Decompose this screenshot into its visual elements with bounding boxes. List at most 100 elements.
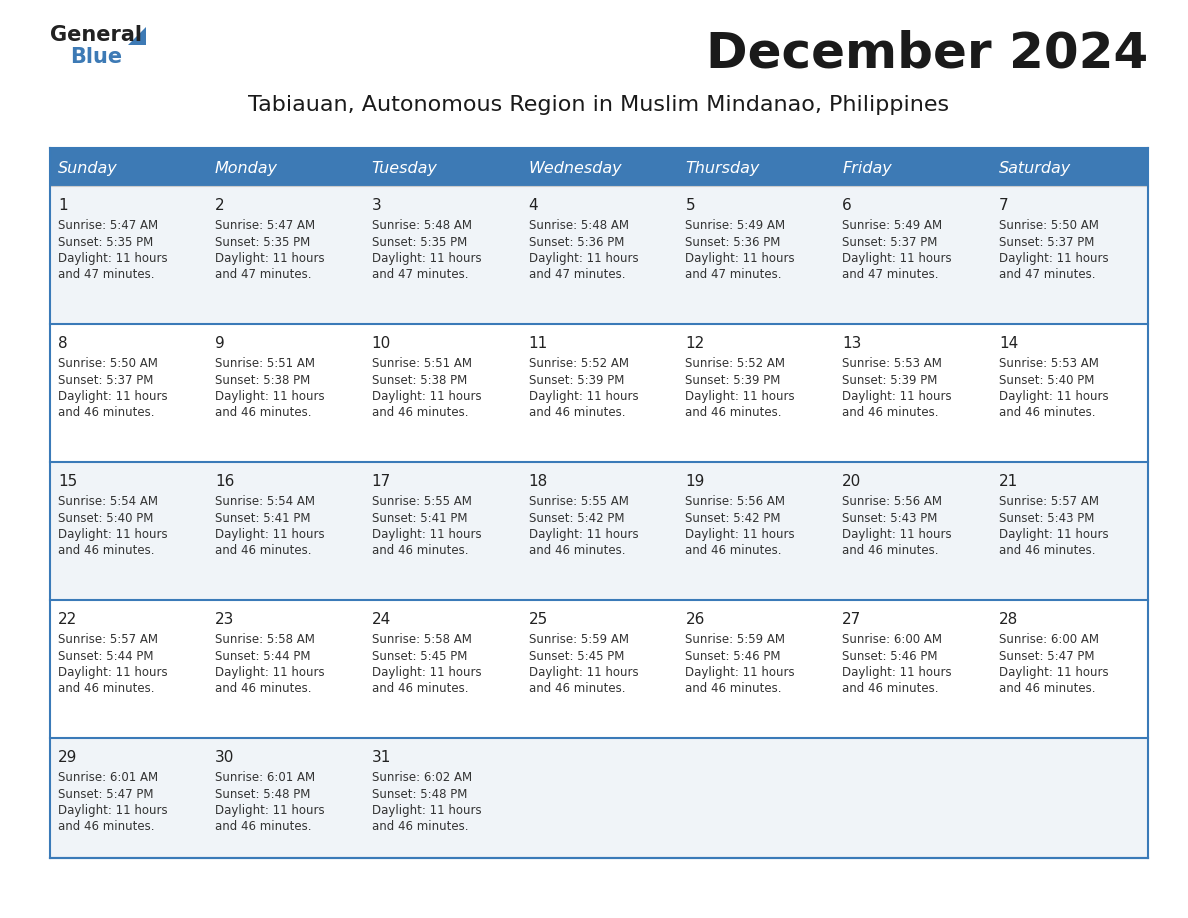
Text: 7: 7: [999, 198, 1009, 213]
Text: Daylight: 11 hours: Daylight: 11 hours: [685, 252, 795, 265]
Text: Sunset: 5:36 PM: Sunset: 5:36 PM: [529, 236, 624, 249]
Text: 14: 14: [999, 336, 1018, 351]
Text: Sunset: 5:43 PM: Sunset: 5:43 PM: [842, 511, 937, 524]
Text: 19: 19: [685, 474, 704, 489]
Text: 29: 29: [58, 750, 77, 765]
Text: Sunset: 5:39 PM: Sunset: 5:39 PM: [685, 374, 781, 386]
Text: and 46 minutes.: and 46 minutes.: [215, 682, 311, 696]
Text: Daylight: 11 hours: Daylight: 11 hours: [372, 390, 481, 403]
Text: Daylight: 11 hours: Daylight: 11 hours: [215, 804, 324, 817]
Text: Daylight: 11 hours: Daylight: 11 hours: [842, 666, 952, 679]
Text: Daylight: 11 hours: Daylight: 11 hours: [999, 390, 1108, 403]
Text: Sunset: 5:47 PM: Sunset: 5:47 PM: [58, 788, 153, 800]
Bar: [50, 738, 1148, 858]
Text: 17: 17: [372, 474, 391, 489]
Text: Sunrise: 5:54 AM: Sunrise: 5:54 AM: [215, 495, 315, 508]
Text: and 47 minutes.: and 47 minutes.: [372, 268, 468, 282]
Text: Sunrise: 5:56 AM: Sunrise: 5:56 AM: [685, 495, 785, 508]
Text: Sunset: 5:41 PM: Sunset: 5:41 PM: [372, 511, 467, 524]
Text: Daylight: 11 hours: Daylight: 11 hours: [685, 666, 795, 679]
Bar: [50, 148, 1148, 186]
Text: and 46 minutes.: and 46 minutes.: [215, 407, 311, 420]
Text: Sunset: 5:35 PM: Sunset: 5:35 PM: [215, 236, 310, 249]
Text: Sunrise: 6:01 AM: Sunrise: 6:01 AM: [58, 771, 158, 784]
Text: Blue: Blue: [70, 47, 122, 67]
Text: Daylight: 11 hours: Daylight: 11 hours: [372, 804, 481, 817]
Text: 26: 26: [685, 612, 704, 627]
Text: 28: 28: [999, 612, 1018, 627]
Text: Daylight: 11 hours: Daylight: 11 hours: [529, 390, 638, 403]
Text: and 46 minutes.: and 46 minutes.: [999, 407, 1095, 420]
Text: 4: 4: [529, 198, 538, 213]
Text: Monday: Monday: [215, 162, 278, 176]
Text: Daylight: 11 hours: Daylight: 11 hours: [58, 252, 168, 265]
Text: Sunrise: 5:47 AM: Sunrise: 5:47 AM: [215, 219, 315, 232]
Text: Sunset: 5:39 PM: Sunset: 5:39 PM: [529, 374, 624, 386]
Text: Sunrise: 5:48 AM: Sunrise: 5:48 AM: [372, 219, 472, 232]
Text: Sunset: 5:35 PM: Sunset: 5:35 PM: [372, 236, 467, 249]
Text: and 47 minutes.: and 47 minutes.: [215, 268, 311, 282]
Text: Sunrise: 5:50 AM: Sunrise: 5:50 AM: [58, 357, 158, 370]
Text: Daylight: 11 hours: Daylight: 11 hours: [372, 252, 481, 265]
Text: Sunrise: 5:49 AM: Sunrise: 5:49 AM: [685, 219, 785, 232]
Text: and 46 minutes.: and 46 minutes.: [685, 407, 782, 420]
Text: and 46 minutes.: and 46 minutes.: [58, 407, 154, 420]
Text: 5: 5: [685, 198, 695, 213]
Text: Sunset: 5:44 PM: Sunset: 5:44 PM: [58, 650, 153, 663]
Text: and 47 minutes.: and 47 minutes.: [529, 268, 625, 282]
Text: Sunrise: 5:51 AM: Sunrise: 5:51 AM: [215, 357, 315, 370]
Text: Sunrise: 5:53 AM: Sunrise: 5:53 AM: [999, 357, 1099, 370]
Text: Sunrise: 5:52 AM: Sunrise: 5:52 AM: [685, 357, 785, 370]
Text: Daylight: 11 hours: Daylight: 11 hours: [215, 528, 324, 541]
Text: Sunset: 5:40 PM: Sunset: 5:40 PM: [58, 511, 153, 524]
Text: and 46 minutes.: and 46 minutes.: [685, 544, 782, 557]
Text: Sunrise: 6:01 AM: Sunrise: 6:01 AM: [215, 771, 315, 784]
Text: Daylight: 11 hours: Daylight: 11 hours: [58, 390, 168, 403]
Text: Daylight: 11 hours: Daylight: 11 hours: [529, 666, 638, 679]
Text: Daylight: 11 hours: Daylight: 11 hours: [215, 252, 324, 265]
Text: Sunrise: 6:00 AM: Sunrise: 6:00 AM: [842, 633, 942, 646]
Text: Sunrise: 5:48 AM: Sunrise: 5:48 AM: [529, 219, 628, 232]
Text: Sunrise: 5:55 AM: Sunrise: 5:55 AM: [529, 495, 628, 508]
Text: 9: 9: [215, 336, 225, 351]
Text: Sunrise: 5:59 AM: Sunrise: 5:59 AM: [529, 633, 628, 646]
Text: Sunset: 5:48 PM: Sunset: 5:48 PM: [372, 788, 467, 800]
Text: Sunrise: 5:58 AM: Sunrise: 5:58 AM: [215, 633, 315, 646]
Text: and 46 minutes.: and 46 minutes.: [372, 544, 468, 557]
Text: Sunrise: 5:54 AM: Sunrise: 5:54 AM: [58, 495, 158, 508]
Text: 16: 16: [215, 474, 234, 489]
Text: Saturday: Saturday: [999, 162, 1072, 176]
Text: Sunset: 5:48 PM: Sunset: 5:48 PM: [215, 788, 310, 800]
Text: and 46 minutes.: and 46 minutes.: [529, 682, 625, 696]
Text: Sunset: 5:47 PM: Sunset: 5:47 PM: [999, 650, 1094, 663]
Text: and 46 minutes.: and 46 minutes.: [842, 544, 939, 557]
Text: and 46 minutes.: and 46 minutes.: [529, 544, 625, 557]
Text: Tabiauan, Autonomous Region in Muslim Mindanao, Philippines: Tabiauan, Autonomous Region in Muslim Mi…: [248, 95, 949, 115]
Text: Sunset: 5:39 PM: Sunset: 5:39 PM: [842, 374, 937, 386]
Text: 23: 23: [215, 612, 234, 627]
Text: Sunset: 5:35 PM: Sunset: 5:35 PM: [58, 236, 153, 249]
Bar: [50, 324, 1148, 462]
Text: Wednesday: Wednesday: [529, 162, 623, 176]
Text: Daylight: 11 hours: Daylight: 11 hours: [999, 252, 1108, 265]
Text: 2: 2: [215, 198, 225, 213]
Text: and 46 minutes.: and 46 minutes.: [842, 682, 939, 696]
Text: and 46 minutes.: and 46 minutes.: [215, 821, 311, 834]
Text: Sunrise: 6:02 AM: Sunrise: 6:02 AM: [372, 771, 472, 784]
Text: Sunset: 5:42 PM: Sunset: 5:42 PM: [529, 511, 624, 524]
Text: Sunset: 5:43 PM: Sunset: 5:43 PM: [999, 511, 1094, 524]
Text: 8: 8: [58, 336, 68, 351]
Text: Sunset: 5:45 PM: Sunset: 5:45 PM: [529, 650, 624, 663]
Text: and 46 minutes.: and 46 minutes.: [372, 407, 468, 420]
Text: Sunset: 5:37 PM: Sunset: 5:37 PM: [58, 374, 153, 386]
Text: Sunset: 5:37 PM: Sunset: 5:37 PM: [999, 236, 1094, 249]
Text: Daylight: 11 hours: Daylight: 11 hours: [215, 390, 324, 403]
Text: and 46 minutes.: and 46 minutes.: [58, 821, 154, 834]
Text: 3: 3: [372, 198, 381, 213]
Text: Daylight: 11 hours: Daylight: 11 hours: [58, 528, 168, 541]
Text: Daylight: 11 hours: Daylight: 11 hours: [372, 528, 481, 541]
Text: Sunset: 5:38 PM: Sunset: 5:38 PM: [215, 374, 310, 386]
Text: Daylight: 11 hours: Daylight: 11 hours: [842, 252, 952, 265]
Text: and 46 minutes.: and 46 minutes.: [372, 821, 468, 834]
Text: 20: 20: [842, 474, 861, 489]
